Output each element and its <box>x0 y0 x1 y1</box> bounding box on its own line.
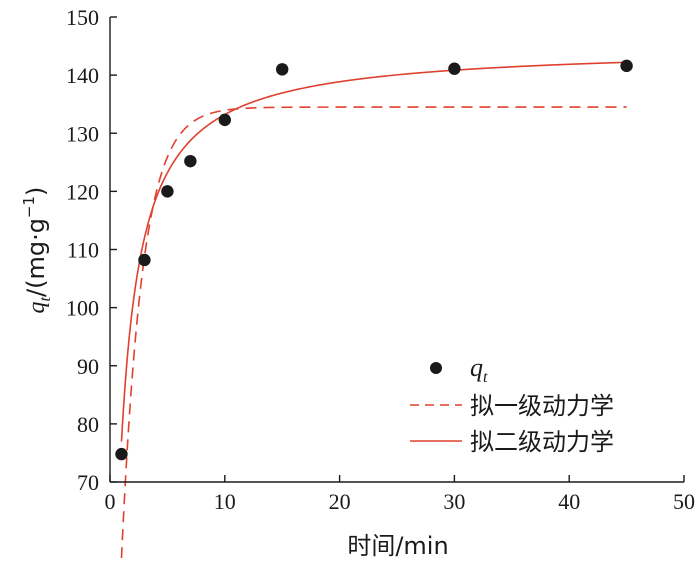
pso-fit-line <box>120 61 627 442</box>
y-tick-label: 120 <box>66 179 99 204</box>
data-point <box>161 185 174 198</box>
x-tick-label: 50 <box>673 489 695 514</box>
legend-label-points-sub: t <box>483 369 488 386</box>
fit-lines <box>120 61 627 559</box>
data-point <box>620 59 633 73</box>
y-axis-title-sup: −1 <box>20 196 38 218</box>
legend-label-pso: 拟二级动力学 <box>470 428 614 456</box>
data-point <box>115 447 128 461</box>
y-tick-label: 140 <box>66 63 99 88</box>
data-points <box>115 59 633 461</box>
legend: qt 拟一级动力学 拟二级动力学 <box>410 353 614 456</box>
y-tick-label: 110 <box>67 238 99 263</box>
x-tick-label: 40 <box>558 489 580 514</box>
legend-label-points: qt <box>470 353 488 386</box>
y-axis-title: qt/(mg·g−1) <box>20 187 54 314</box>
x-tick-label: 10 <box>214 489 236 514</box>
x-axis-title: 时间/min <box>347 532 448 560</box>
y-tick-label: 70 <box>77 470 99 495</box>
y-axis-title-close: ) <box>22 187 50 196</box>
x-tick-label: 0 <box>105 489 116 514</box>
y-tick-label: 90 <box>77 354 99 379</box>
legend-label-points-main: q <box>470 353 483 382</box>
y-axis-title-sub: t <box>37 296 54 301</box>
y-tick-label: 100 <box>66 296 99 321</box>
data-point <box>276 63 289 76</box>
x-tick-label: 30 <box>443 489 465 514</box>
y-tick-label: 130 <box>66 121 99 146</box>
pfo-fit-line <box>120 106 627 559</box>
y-tick-label: 80 <box>77 412 99 437</box>
data-point <box>138 253 151 267</box>
data-point <box>218 113 231 127</box>
y-tick-label: 150 <box>66 5 99 30</box>
tick-marks: 0 10 20 30 40 50 70 80 90 100 110 120 130 140 150 <box>66 5 695 514</box>
data-point <box>184 154 197 168</box>
x-tick-label: 20 <box>329 489 351 514</box>
legend-marker-points <box>430 362 442 374</box>
y-axis-title-q: q <box>24 301 50 313</box>
y-axis-title-units: /(mg·g <box>22 218 50 297</box>
data-point <box>448 62 461 75</box>
legend-label-pfo: 拟一级动力学 <box>470 392 614 420</box>
